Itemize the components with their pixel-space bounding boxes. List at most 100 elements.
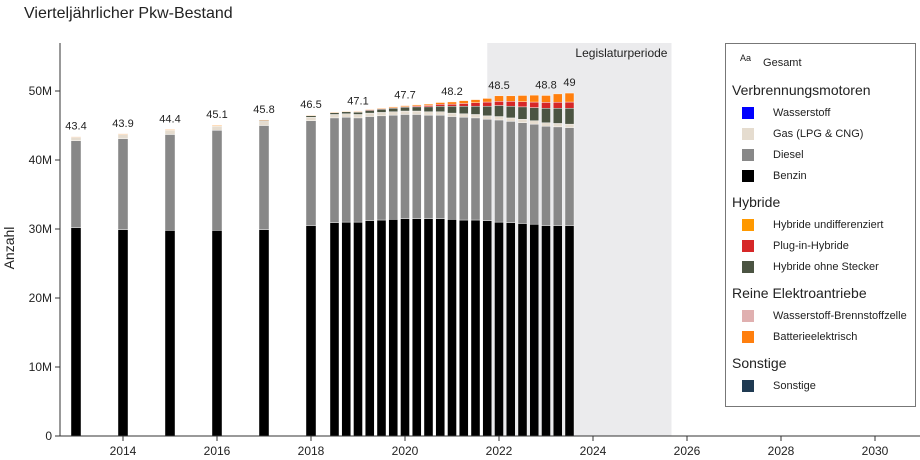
bar-segment-hyb_ohne xyxy=(506,105,516,119)
bar-segment-bev xyxy=(329,111,340,113)
legend-item-hyb_ohne[interactable]: Hybride ohne Stecker xyxy=(742,256,915,277)
bar-segment-bev xyxy=(211,124,223,126)
total-label: 48.5 xyxy=(488,80,509,92)
legend-item-fcev[interactable]: Wasserstoff-Brennstoffzelle xyxy=(742,305,915,326)
bar-segment-benzin xyxy=(423,218,434,437)
bar-segment-diesel xyxy=(435,114,445,219)
bar-segment-bev xyxy=(70,136,82,138)
bar-segment-gas xyxy=(365,112,375,117)
bar-segment-bev xyxy=(553,93,563,103)
legend-item-benzin[interactable]: Benzin xyxy=(742,165,915,186)
bars xyxy=(70,92,575,437)
bar-segment-diesel xyxy=(365,116,375,221)
bar-segment-hyb_ohne xyxy=(482,105,492,117)
bar-segment-bev xyxy=(341,111,351,113)
legend-swatch xyxy=(742,106,754,119)
bar-segment-diesel xyxy=(412,114,422,219)
bar-segment-benzin xyxy=(529,223,539,437)
legend-label: Wasserstoff xyxy=(773,106,831,119)
legend-label: Sonstige xyxy=(773,379,816,392)
x-tick-label: 2030 xyxy=(862,444,889,458)
y-tick-label: 50M xyxy=(29,84,52,98)
legend-group-title: Reine Elektroantriebe xyxy=(732,285,867,301)
legend-item-sonstige[interactable]: Sonstige xyxy=(742,375,915,396)
bar-segment-gas xyxy=(412,110,422,115)
bar-segment-bev xyxy=(353,111,363,113)
bar-segment-hyb_ohne xyxy=(470,105,481,115)
bar-segment-benzin xyxy=(70,227,82,437)
bar-segment-diesel xyxy=(341,117,351,223)
legend-label: Batterieelektrisch xyxy=(773,330,858,343)
legend-group-title: Verbrennungsmotoren xyxy=(732,82,871,98)
legend-item-plugin[interactable]: Plug-in-Hybride xyxy=(742,235,915,256)
y-tick-label: 10M xyxy=(29,360,52,374)
legend-item-bev[interactable]: Batterieelektrisch xyxy=(742,326,915,347)
bar-segment-bev xyxy=(482,98,492,103)
bar-segment-benzin xyxy=(376,219,387,437)
x-tick-label: 2014 xyxy=(110,444,137,458)
x-tick-label: 2020 xyxy=(392,444,419,458)
bar-segment-diesel xyxy=(482,119,492,221)
bar-segment-plugin xyxy=(517,101,528,108)
bar-segment-benzin xyxy=(117,229,129,437)
bar-segment-gas xyxy=(388,111,398,116)
bar-segment-hyb_ohne xyxy=(553,108,563,124)
bar-segment-plugin xyxy=(470,102,481,107)
bar-segment-benzin xyxy=(353,221,363,437)
bar-segment-benzin xyxy=(341,221,351,437)
legend-label: Hybride ohne Stecker xyxy=(773,260,879,273)
bar-segment-benzin xyxy=(517,223,528,437)
bar-segment-benzin xyxy=(400,218,410,437)
bar-segment-bev xyxy=(305,115,317,117)
x-tick-label: 2026 xyxy=(674,444,701,458)
bar-segment-gas xyxy=(529,120,539,125)
bar-segment-plugin xyxy=(564,101,575,109)
total-label: 48.2 xyxy=(441,86,462,98)
total-label: 49 xyxy=(563,77,575,89)
bar-segment-bev xyxy=(506,95,516,102)
bar-segment-gas xyxy=(459,113,469,118)
bar-segment-bev xyxy=(447,101,457,105)
bar-segment-gas xyxy=(435,111,445,116)
y-tick-label: 40M xyxy=(29,153,52,167)
bar-segment-diesel xyxy=(388,114,398,220)
bar-segment-plugin xyxy=(541,102,551,109)
legislature-label: Legislaturperiode xyxy=(575,46,667,60)
bar-segment-diesel xyxy=(70,140,82,228)
bar-segment-hyb_ohne xyxy=(529,107,539,121)
legend-swatch xyxy=(742,379,754,392)
bar-segment-hyb_ohne xyxy=(412,106,422,112)
bar-segment-hyb_ohne xyxy=(376,109,387,113)
bar-segment-gas xyxy=(482,115,492,120)
bar-segment-gas xyxy=(211,125,223,131)
bar-segment-plugin xyxy=(423,105,434,108)
bar-segment-gas xyxy=(117,134,129,139)
bar-segment-benzin xyxy=(412,218,422,437)
bar-segment-benzin xyxy=(459,219,469,437)
bar-segment-bev xyxy=(517,95,528,102)
legend-total[interactable]: Aa Gesamt xyxy=(726,52,915,74)
bar-segment-bev xyxy=(388,106,398,108)
legend-item-diesel[interactable]: Diesel xyxy=(742,144,915,165)
legend-label: Benzin xyxy=(773,169,807,182)
total-labels: 43.4 43.9 44.4 45.1 45.8 46.5 47.1 47.7 48.2 48.5… xyxy=(65,77,575,133)
bar-segment-gas xyxy=(470,114,481,119)
bar-segment-hyb_ohne xyxy=(459,105,469,114)
bar-segment-benzin xyxy=(211,230,223,437)
legend-swatch xyxy=(742,309,754,322)
legend-item-gas[interactable]: Gas (LPG & CNG) xyxy=(742,123,915,144)
bar-segment-bev xyxy=(423,103,434,106)
total-label: 47.7 xyxy=(394,90,415,102)
bar-segment-diesel xyxy=(529,123,539,225)
bar-segment-gas xyxy=(376,112,387,117)
legend-item-hyb_undiff[interactable]: Hybride undifferenziert xyxy=(742,214,915,235)
bar-segment-bev xyxy=(494,95,504,102)
bar-segment-diesel xyxy=(400,114,410,219)
bar-segment-diesel xyxy=(258,125,270,230)
bar-segment-plugin xyxy=(482,101,492,107)
bar-segment-bev xyxy=(258,119,270,121)
legend-item-wasserstoff[interactable]: Wasserstoff xyxy=(742,102,915,123)
bar-segment-hyb_ohne xyxy=(435,105,445,112)
bar-segment-diesel xyxy=(211,130,223,231)
